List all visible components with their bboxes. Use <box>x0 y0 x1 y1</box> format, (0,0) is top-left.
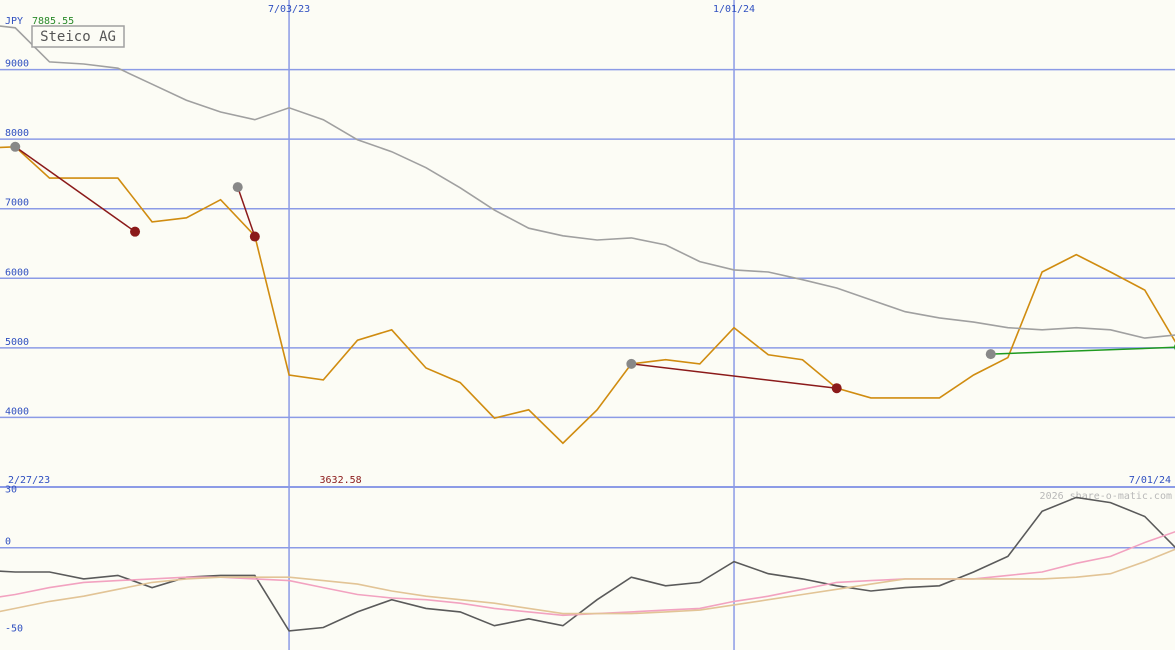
y-tick-label: 7000 <box>5 198 29 209</box>
low-label: 3632.58 <box>320 475 362 486</box>
series-line <box>0 548 1175 615</box>
trade-exit <box>249 231 260 242</box>
series-line <box>0 25 1175 339</box>
watermark: 2026 share-o-matic.com <box>1040 491 1172 502</box>
y-tick-label: 5000 <box>5 337 29 348</box>
chart-title: Steico AG <box>40 29 116 45</box>
y-tick-label: 9000 <box>5 59 29 70</box>
trade-entry <box>232 182 243 193</box>
trade-line <box>990 346 1175 355</box>
trade-line <box>14 146 136 233</box>
y-tick-label: 6000 <box>5 267 29 278</box>
y-tick-label: 30 <box>5 485 17 496</box>
title-box-frame <box>31 25 125 48</box>
title-box: Steico AG <box>31 25 125 48</box>
series-line <box>0 145 1175 445</box>
y-tick-label: 0 <box>5 537 11 548</box>
currency: JPY <box>5 16 23 27</box>
start-date: 2/27/23 <box>8 475 50 486</box>
trade-entry <box>985 349 996 360</box>
y-tick-label: 4000 <box>5 406 29 417</box>
trade-entry <box>626 358 637 369</box>
y-tick-label: 8000 <box>5 128 29 139</box>
high-label: 7885.55 <box>32 16 74 27</box>
trade-line <box>631 363 837 389</box>
x-tick-label: 1/01/24 <box>713 4 755 15</box>
y-tick-label: -50 <box>5 623 23 634</box>
trade-line <box>237 186 256 237</box>
trade-exit <box>831 383 842 394</box>
trade-exit <box>130 226 141 237</box>
end-date: 7/01/24 <box>1129 475 1171 486</box>
trade-entry <box>10 141 21 152</box>
x-tick-label: 7/03/23 <box>268 4 310 15</box>
